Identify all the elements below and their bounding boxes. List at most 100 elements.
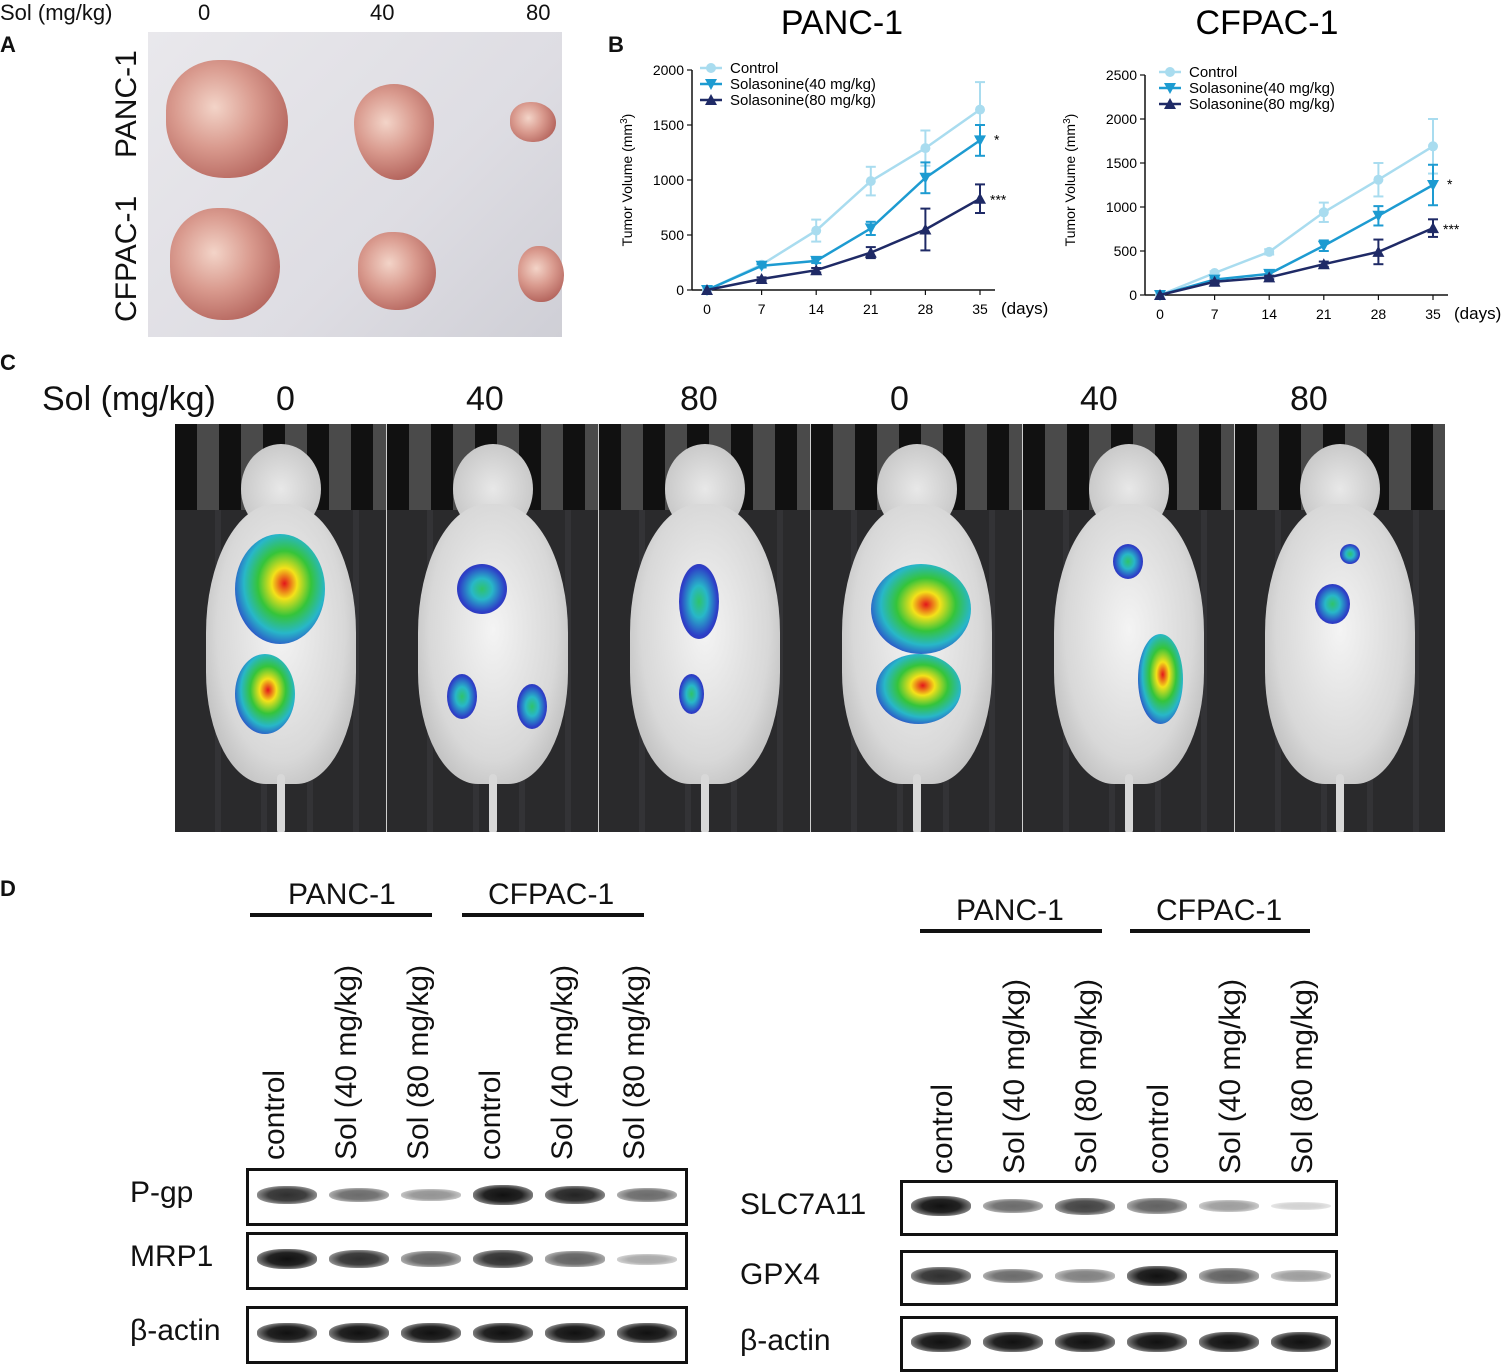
x-axis-label: (days) [1001,299,1048,318]
protein-band [329,1249,389,1269]
data-point [1154,289,1166,300]
data-point [755,273,768,284]
panel-letter-c: C [0,350,16,375]
x-tick-label: 7 [1211,306,1219,322]
data-point [865,176,876,187]
data-point [810,255,823,267]
data-point [811,225,822,236]
data-point [1317,258,1330,270]
mouse-tail [701,774,709,832]
blot-membrane [900,1180,1338,1236]
mouse-image [1023,424,1235,832]
data-point [701,284,713,295]
protein-band [1199,1268,1259,1284]
legend-marker [1164,83,1176,94]
lane-label: Sol (40 mg/kg) [998,978,1031,1174]
dose-c-1: 40 [466,380,504,418]
data-point [975,104,985,115]
lane-label: Sol (80 mg/kg) [402,964,435,1160]
dose-c-4: 40 [1080,380,1118,418]
y-tick-label: 1500 [1106,155,1137,171]
series-line [1159,183,1434,297]
dose-40-a: 40 [370,0,395,25]
blot-label: β-actin [130,1314,221,1347]
protein-band [545,1251,605,1267]
mouse-image [387,424,599,832]
data-point [1428,141,1438,152]
data-point [919,223,932,235]
x-tick-label: 14 [808,301,824,317]
tumor-cfpac1-40 [358,232,436,310]
protein-band [1127,1332,1187,1352]
x-tick-label: 21 [863,301,879,317]
y-tick-label: 2000 [1106,111,1137,127]
lane-label: control [926,1083,959,1174]
bioluminescence-signal [457,564,507,614]
mouse-tail [913,774,921,832]
y-tick-label: 1000 [1106,199,1137,215]
data-point [810,264,823,276]
bioluminescence-signal [871,564,971,654]
lane-label: control [474,1069,507,1160]
bioluminescence-image [175,424,1445,832]
data-point [974,135,986,147]
bioluminescence-signal [876,654,961,724]
blot-membrane [246,1168,688,1226]
group-label-right-cfpac1: CFPAC-1 [1156,894,1283,927]
data-point [864,246,877,258]
data-point [919,172,932,184]
row-label-cfpac1: CFPAC-1 [110,195,143,322]
protein-band [257,1185,317,1205]
data-point [1372,245,1385,257]
dose-c-3: 0 [890,380,909,418]
dose-80-a: 80 [526,0,551,25]
group-line [462,913,644,917]
mouse-image [1235,424,1445,832]
lane-label: Sol (80 mg/kg) [1070,978,1103,1174]
protein-band [911,1266,971,1286]
dose-c-2: 80 [680,380,718,418]
x-tick-label: 21 [1316,306,1332,322]
panel-letter-d: D [0,876,16,901]
dose-label-a: Sol (mg/kg) [0,0,113,25]
y-tick-label: 2500 [1106,67,1137,83]
lane-label: Sol (40 mg/kg) [330,964,363,1160]
blot-membrane [900,1250,1338,1306]
protein-band [1127,1198,1187,1214]
protein-band [401,1323,461,1343]
y-axis-label: Tumor Volume (mm3) [1062,114,1079,247]
blot-label: β-actin [740,1324,831,1357]
blot-label: MRP1 [130,1240,214,1273]
x-tick-label: 35 [1425,306,1441,322]
series-line [1159,226,1434,297]
mouse-tail [1125,774,1133,832]
lane-label: Sol (80 mg/kg) [1286,978,1319,1174]
lane-label: Sol (40 mg/kg) [546,964,579,1160]
bioluminescence-signal [1113,544,1143,579]
y-tick-label: 2000 [653,62,684,78]
data-point [1427,180,1439,191]
data-point [1427,222,1439,234]
panel-letter-b: B [608,32,624,57]
legend-label: Control [730,60,778,77]
series-line [1159,145,1434,297]
x-tick-label: 14 [1261,306,1277,322]
significance-marker: *** [990,192,1007,208]
protein-band [473,1249,533,1269]
row-label-panc1: PANC-1 [110,50,143,158]
protein-band [983,1198,1043,1214]
bioluminescence-signal [679,564,719,639]
legend-marker [1164,98,1176,109]
chart-title: PANC-1 [781,4,903,42]
x-axis-label: (days) [1454,304,1501,323]
x-tick-label: 0 [703,301,711,317]
legend-label: Solasonine(80 mg/kg) [1189,96,1335,113]
legend-marker [1165,67,1175,77]
mouse-image [175,424,387,832]
tumor-panc1-40 [354,84,434,180]
tumor-photo [148,32,564,337]
mouse-tail [489,774,497,832]
tumor-panc1-0 [166,60,288,178]
significance-marker: * [994,131,1000,147]
